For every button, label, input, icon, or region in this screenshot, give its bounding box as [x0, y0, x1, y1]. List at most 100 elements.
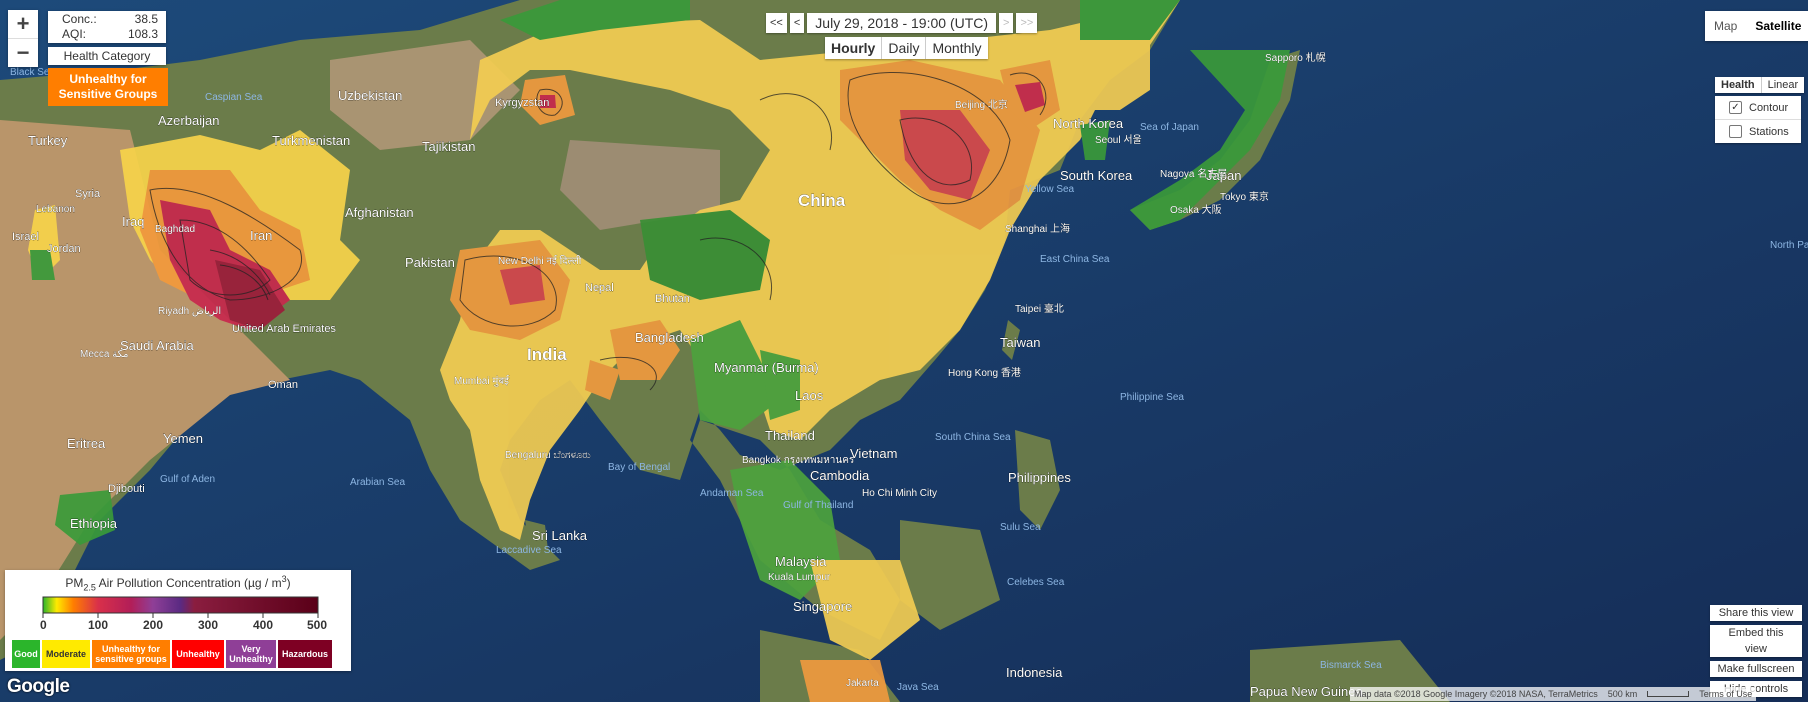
conc-label: Conc.:: [62, 12, 97, 26]
label-black-sea: Black Sea: [10, 67, 55, 78]
label-myanmar: Myanmar (Burma): [714, 360, 819, 375]
label-saudi-arabia: Saudi Arabia: [120, 338, 194, 353]
label-malaysia: Malaysia: [775, 554, 827, 569]
category-hazardous: Hazardous: [278, 640, 332, 668]
label-afghanistan: Afghanistan: [345, 205, 414, 220]
label-bangkok: Bangkok กรุงเทพมหานคร: [742, 455, 855, 466]
contour-toggle[interactable]: ✓ Contour: [1715, 96, 1801, 119]
scale-bar: [1647, 691, 1690, 697]
label-ethiopia: Ethiopia: [70, 516, 118, 531]
label-lebanon: Lebanon: [36, 204, 75, 215]
label-thailand: Thailand: [765, 428, 815, 443]
label-cambodia: Cambodia: [810, 468, 870, 483]
health-category-badge: Unhealthy for Sensitive Groups: [48, 68, 168, 106]
tab-daily[interactable]: Daily: [881, 37, 925, 59]
terms-link[interactable]: Terms of Use: [1699, 689, 1753, 699]
scale-text: 500 km: [1607, 689, 1638, 699]
place-labels: Uzbekistan Turkmenistan Tajikistan Kyrgy…: [12, 88, 1364, 699]
category-moderate: Moderate: [42, 640, 90, 668]
label-taiwan: Taiwan: [1000, 335, 1040, 350]
period-selector: Hourly Daily Monthly: [825, 37, 988, 59]
tab-health[interactable]: Health: [1721, 79, 1755, 91]
label-yemen: Yemen: [163, 431, 203, 446]
label-north-pacific: North Pacific Ocean: [1770, 240, 1808, 251]
label-mumbai: Mumbai मुंबई: [454, 375, 510, 387]
category-good: Good: [12, 640, 40, 668]
current-time: July 29, 2018 - 19:00 (UTC): [807, 13, 997, 33]
contour-lines: [149, 72, 1047, 391]
legend-tick-500: 500: [307, 618, 328, 632]
label-south-china-sea: South China Sea: [935, 432, 1011, 443]
share-button[interactable]: Share this view: [1710, 605, 1802, 621]
next-time-button[interactable]: >: [999, 13, 1014, 33]
label-uzbekistan: Uzbekistan: [338, 88, 402, 103]
map-attribution: Map data ©2018 Google Imagery ©2018 NASA…: [1350, 687, 1757, 701]
sea-labels: Black Sea Caspian Sea Sea of Japan Yello…: [10, 67, 1808, 693]
satellite-button[interactable]: Satellite: [1755, 19, 1802, 33]
fullscreen-button[interactable]: Make fullscreen: [1710, 661, 1802, 677]
label-java-sea: Java Sea: [897, 682, 939, 693]
last-time-button[interactable]: >>: [1016, 13, 1038, 33]
value-readout: Conc.: 38.5 AQI: 108.3: [48, 11, 166, 43]
aqi-label: AQI:: [62, 27, 87, 41]
label-baghdad: Baghdad: [155, 224, 195, 235]
category-usg: Unhealthy for sensitive groups: [92, 640, 170, 668]
label-israel: Israel: [12, 231, 39, 243]
aqi-value: 108.3: [127, 27, 158, 41]
view-actions: Share this view Embed this view Make ful…: [1710, 605, 1802, 697]
scale-selector: Health Linear: [1715, 77, 1805, 93]
tab-linear[interactable]: Linear: [1760, 77, 1805, 93]
label-japan: Japan: [1206, 168, 1241, 183]
category-unhealthy: Unhealthy: [172, 640, 224, 668]
label-arabian-sea: Arabian Sea: [350, 477, 405, 488]
label-jakarta: Jakarta: [846, 678, 879, 689]
label-philippine-sea: Philippine Sea: [1120, 392, 1184, 403]
layer-options: ✓ Contour Stations: [1715, 96, 1801, 143]
label-mecca: Mecca مكة: [80, 349, 128, 360]
label-andaman-sea: Andaman Sea: [700, 488, 764, 499]
label-singapore: Singapore: [793, 599, 852, 614]
embed-button[interactable]: Embed this view: [1710, 625, 1802, 657]
stations-checkbox[interactable]: [1729, 125, 1742, 138]
prev-time-button[interactable]: <: [789, 13, 805, 33]
label-caspian-sea: Caspian Sea: [205, 92, 263, 103]
label-philippines: Philippines: [1008, 470, 1071, 485]
label-bhutan: Bhutan: [655, 293, 690, 305]
zoom-out-button[interactable]: −: [8, 38, 38, 67]
legend-tick-300: 300: [198, 618, 219, 632]
label-bay-of-bengal: Bay of Bengal: [608, 462, 670, 473]
label-sulu-sea: Sulu Sea: [1000, 522, 1041, 533]
legend-tick-0: 0: [40, 618, 47, 632]
label-kyrgyzstan: Kyrgyzstan: [495, 97, 549, 109]
label-eritrea: Eritrea: [67, 436, 106, 451]
label-kuala-lumpur: Kuala Lumpur: [768, 572, 831, 583]
label-uae: United Arab Emirates: [232, 323, 336, 335]
pollution-overlay: [28, 0, 1290, 702]
label-syria: Syria: [75, 188, 101, 200]
contour-checkbox[interactable]: ✓: [1729, 101, 1742, 114]
label-iran: Iran: [250, 228, 272, 243]
stations-toggle[interactable]: Stations: [1715, 119, 1801, 143]
first-time-button[interactable]: <<: [766, 13, 787, 33]
label-beijing: Beijing 北京: [955, 98, 1008, 111]
label-nagoya: Nagoya 名古屋: [1160, 167, 1227, 180]
legend-tick-400: 400: [253, 618, 274, 632]
label-riyadh: Riyadh الرياض: [158, 306, 221, 317]
label-seoul: Seoul 서울: [1095, 134, 1142, 146]
tab-hourly[interactable]: Hourly: [831, 40, 876, 56]
category-very-unhealthy: Very Unhealthy: [226, 640, 276, 668]
label-sapporo: Sapporo 札幌: [1265, 51, 1326, 64]
legend-tick-200: 200: [143, 618, 164, 632]
label-north-korea: North Korea: [1053, 116, 1124, 131]
stations-label: Stations: [1749, 125, 1789, 138]
label-gulf-of-aden: Gulf of Aden: [160, 474, 215, 485]
attribution-text: Map data ©2018 Google Imagery ©2018 NASA…: [1354, 689, 1598, 699]
tab-monthly[interactable]: Monthly: [925, 37, 987, 59]
label-laos: Laos: [795, 388, 824, 403]
health-category-button[interactable]: Health Category: [48, 47, 166, 65]
zoom-in-button[interactable]: +: [16, 11, 30, 36]
map-button[interactable]: Map: [1714, 19, 1738, 33]
label-bismarck-sea: Bismarck Sea: [1320, 660, 1382, 671]
label-shanghai: Shanghai 上海: [1005, 222, 1070, 235]
